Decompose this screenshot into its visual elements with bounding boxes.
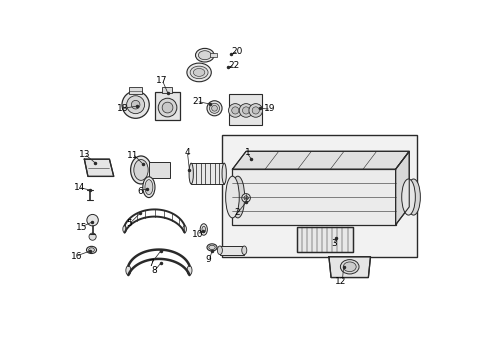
Polygon shape [395,151,409,225]
Bar [210,53,217,57]
Ellipse shape [145,180,153,195]
Text: 19: 19 [264,104,275,113]
Circle shape [239,104,253,117]
Polygon shape [84,159,114,176]
Circle shape [232,107,239,114]
Ellipse shape [341,260,359,274]
Ellipse shape [183,225,186,233]
Ellipse shape [242,246,247,255]
Ellipse shape [407,179,420,215]
Ellipse shape [402,179,416,215]
Bar [232,169,395,225]
Ellipse shape [231,176,245,218]
Bar [221,135,417,257]
Text: 21: 21 [192,97,203,106]
Bar [155,93,180,121]
Ellipse shape [194,68,205,76]
Circle shape [244,196,248,200]
Text: 11: 11 [127,151,139,160]
Ellipse shape [212,105,218,111]
Ellipse shape [207,101,222,116]
Circle shape [87,215,98,226]
Bar [220,246,245,255]
Ellipse shape [198,51,211,60]
Ellipse shape [200,224,207,235]
Ellipse shape [143,177,155,198]
Circle shape [158,98,177,117]
Ellipse shape [131,156,151,184]
Text: 14: 14 [74,183,85,192]
Text: 12: 12 [336,276,347,285]
Circle shape [126,96,145,114]
Ellipse shape [189,163,194,184]
Ellipse shape [343,262,356,272]
Text: 17: 17 [156,76,168,85]
Ellipse shape [218,246,222,255]
Polygon shape [329,257,370,278]
Ellipse shape [210,103,220,113]
Circle shape [242,194,250,202]
Ellipse shape [89,248,95,252]
Ellipse shape [222,163,226,184]
Circle shape [162,102,173,113]
Polygon shape [232,151,409,169]
Ellipse shape [134,159,148,180]
Ellipse shape [196,48,214,62]
Ellipse shape [187,63,211,82]
Ellipse shape [87,246,97,253]
Text: 13: 13 [78,150,90,159]
Ellipse shape [207,244,217,251]
Circle shape [243,107,250,114]
Bar [129,87,142,94]
Circle shape [89,233,96,240]
Bar [297,226,353,252]
Text: 5: 5 [126,219,132,228]
Text: 18: 18 [117,104,128,113]
Ellipse shape [209,245,215,249]
Bar [149,162,170,178]
Text: 9: 9 [205,255,211,264]
Text: 16: 16 [71,252,82,261]
Ellipse shape [190,66,208,79]
Ellipse shape [123,225,126,233]
Circle shape [122,91,149,118]
Text: 1: 1 [245,148,251,157]
Circle shape [228,104,242,117]
Ellipse shape [202,226,205,233]
Text: 20: 20 [231,47,243,56]
Bar [191,163,224,184]
Text: 15: 15 [76,223,88,232]
Text: 2: 2 [234,208,240,217]
Bar [229,94,262,126]
Text: 3: 3 [331,239,337,248]
Text: 7: 7 [148,259,154,268]
Text: 6: 6 [137,187,143,196]
Bar [162,87,172,93]
Ellipse shape [187,266,192,275]
Text: 4: 4 [184,148,190,157]
Text: 8: 8 [152,266,157,275]
Circle shape [131,100,140,109]
Bar [297,226,353,252]
Ellipse shape [126,266,131,275]
Circle shape [249,104,263,117]
Circle shape [252,107,259,114]
Text: 22: 22 [228,62,239,71]
Ellipse shape [225,176,239,218]
Text: 10: 10 [192,230,203,239]
